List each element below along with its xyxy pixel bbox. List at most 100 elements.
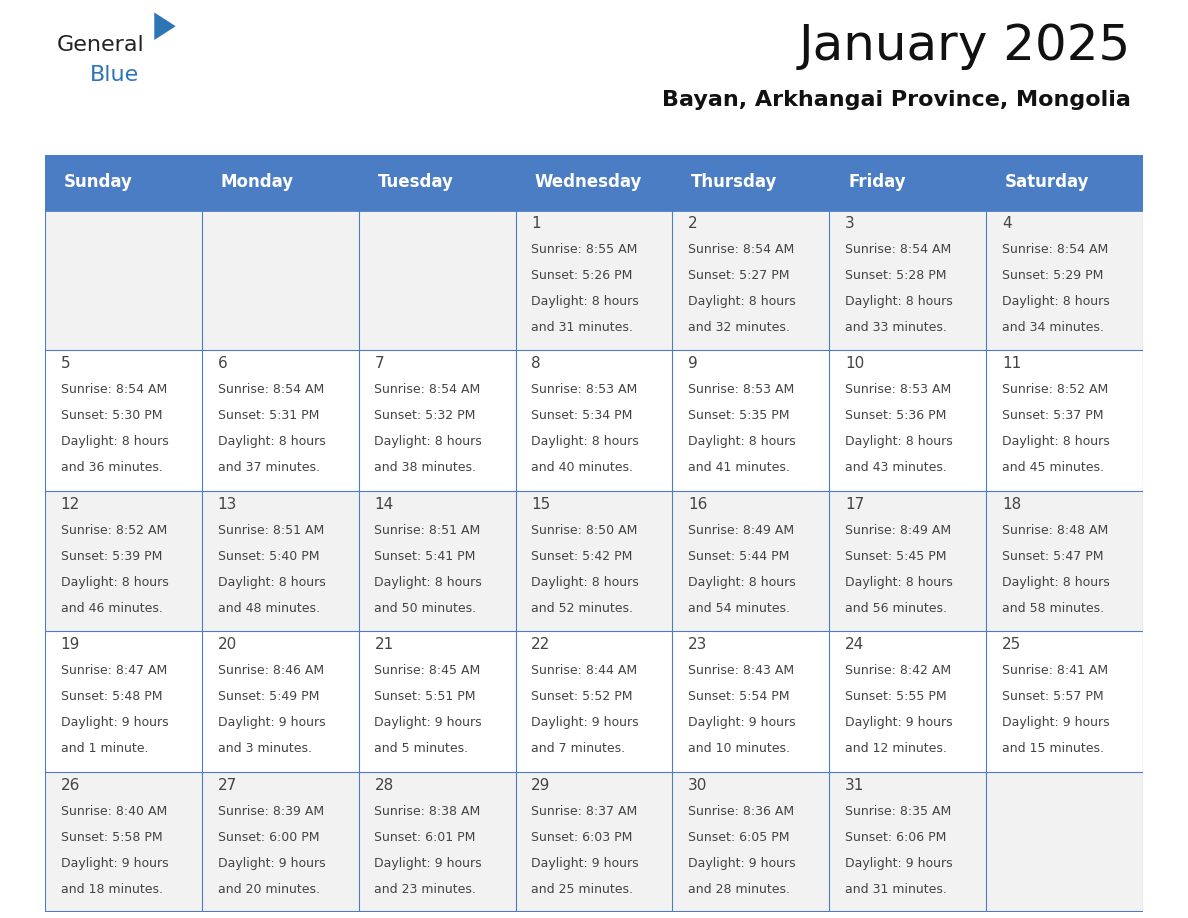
Text: Daylight: 8 hours: Daylight: 8 hours bbox=[374, 576, 482, 588]
Text: Sunrise: 8:35 AM: Sunrise: 8:35 AM bbox=[845, 805, 952, 818]
Bar bbox=[45, 155, 202, 209]
Text: Sunset: 5:55 PM: Sunset: 5:55 PM bbox=[845, 690, 947, 703]
Text: and 34 minutes.: and 34 minutes. bbox=[1001, 320, 1104, 334]
Bar bbox=[986, 771, 1143, 912]
Bar bbox=[516, 490, 672, 631]
Bar bbox=[672, 490, 829, 631]
Bar bbox=[829, 631, 986, 771]
Text: Daylight: 8 hours: Daylight: 8 hours bbox=[217, 576, 326, 588]
Text: 30: 30 bbox=[688, 778, 708, 792]
Text: Sunrise: 8:46 AM: Sunrise: 8:46 AM bbox=[217, 665, 323, 677]
Text: Sunrise: 8:53 AM: Sunrise: 8:53 AM bbox=[688, 384, 795, 397]
Text: Daylight: 8 hours: Daylight: 8 hours bbox=[845, 295, 953, 308]
Text: and 37 minutes.: and 37 minutes. bbox=[217, 462, 320, 475]
Text: 8: 8 bbox=[531, 356, 541, 371]
Text: Daylight: 9 hours: Daylight: 9 hours bbox=[374, 716, 482, 729]
Bar bbox=[45, 631, 202, 771]
Text: Sunrise: 8:54 AM: Sunrise: 8:54 AM bbox=[845, 243, 952, 256]
Text: Sunset: 5:36 PM: Sunset: 5:36 PM bbox=[845, 409, 947, 422]
Text: 16: 16 bbox=[688, 497, 708, 511]
Text: Sunrise: 8:54 AM: Sunrise: 8:54 AM bbox=[61, 384, 168, 397]
Text: Sunrise: 8:52 AM: Sunrise: 8:52 AM bbox=[1001, 384, 1108, 397]
Bar bbox=[516, 155, 672, 209]
Text: 28: 28 bbox=[374, 778, 393, 792]
Text: Sunrise: 8:54 AM: Sunrise: 8:54 AM bbox=[217, 384, 324, 397]
Text: and 45 minutes.: and 45 minutes. bbox=[1001, 462, 1104, 475]
Text: Daylight: 9 hours: Daylight: 9 hours bbox=[61, 716, 169, 729]
Text: 29: 29 bbox=[531, 778, 550, 792]
Text: and 7 minutes.: and 7 minutes. bbox=[531, 743, 625, 756]
Text: Daylight: 9 hours: Daylight: 9 hours bbox=[217, 856, 326, 870]
Text: Sunrise: 8:51 AM: Sunrise: 8:51 AM bbox=[374, 524, 481, 537]
Text: 12: 12 bbox=[61, 497, 80, 511]
Text: 14: 14 bbox=[374, 497, 393, 511]
Bar bbox=[986, 209, 1143, 350]
Text: 26: 26 bbox=[61, 778, 80, 792]
Bar bbox=[829, 350, 986, 490]
Text: and 23 minutes.: and 23 minutes. bbox=[374, 883, 476, 896]
Text: 10: 10 bbox=[845, 356, 864, 371]
Text: 3: 3 bbox=[845, 216, 854, 230]
Text: Sunset: 5:44 PM: Sunset: 5:44 PM bbox=[688, 550, 790, 563]
Text: Daylight: 9 hours: Daylight: 9 hours bbox=[531, 856, 639, 870]
Text: 1: 1 bbox=[531, 216, 541, 230]
Text: Sunset: 5:26 PM: Sunset: 5:26 PM bbox=[531, 269, 633, 282]
Text: Sunset: 5:41 PM: Sunset: 5:41 PM bbox=[374, 550, 475, 563]
Text: Daylight: 9 hours: Daylight: 9 hours bbox=[374, 856, 482, 870]
Bar bbox=[202, 155, 359, 209]
Text: 18: 18 bbox=[1001, 497, 1020, 511]
Text: Sunrise: 8:37 AM: Sunrise: 8:37 AM bbox=[531, 805, 638, 818]
Text: 2: 2 bbox=[688, 216, 697, 230]
Text: Sunset: 5:35 PM: Sunset: 5:35 PM bbox=[688, 409, 790, 422]
Text: Sunset: 5:51 PM: Sunset: 5:51 PM bbox=[374, 690, 476, 703]
Text: 6: 6 bbox=[217, 356, 227, 371]
Text: Daylight: 9 hours: Daylight: 9 hours bbox=[688, 716, 796, 729]
Text: Sunrise: 8:40 AM: Sunrise: 8:40 AM bbox=[61, 805, 168, 818]
Text: Sunrise: 8:54 AM: Sunrise: 8:54 AM bbox=[688, 243, 795, 256]
Text: General: General bbox=[57, 35, 145, 55]
Text: and 32 minutes.: and 32 minutes. bbox=[688, 320, 790, 334]
Text: Sunset: 5:52 PM: Sunset: 5:52 PM bbox=[531, 690, 633, 703]
Text: 11: 11 bbox=[1001, 356, 1020, 371]
Bar bbox=[516, 631, 672, 771]
Text: Sunrise: 8:43 AM: Sunrise: 8:43 AM bbox=[688, 665, 795, 677]
Text: Sunrise: 8:44 AM: Sunrise: 8:44 AM bbox=[531, 665, 638, 677]
Text: January 2025: January 2025 bbox=[798, 22, 1131, 70]
Text: Sunset: 5:31 PM: Sunset: 5:31 PM bbox=[217, 409, 318, 422]
Bar bbox=[359, 771, 516, 912]
Text: Sunset: 5:37 PM: Sunset: 5:37 PM bbox=[1001, 409, 1104, 422]
Text: Monday: Monday bbox=[221, 174, 293, 191]
Text: and 31 minutes.: and 31 minutes. bbox=[531, 320, 633, 334]
Bar bbox=[986, 490, 1143, 631]
Text: and 25 minutes.: and 25 minutes. bbox=[531, 883, 633, 896]
Text: Daylight: 9 hours: Daylight: 9 hours bbox=[61, 856, 169, 870]
Text: Sunrise: 8:54 AM: Sunrise: 8:54 AM bbox=[1001, 243, 1108, 256]
Text: Sunset: 6:05 PM: Sunset: 6:05 PM bbox=[688, 831, 790, 844]
Text: Sunset: 6:01 PM: Sunset: 6:01 PM bbox=[374, 831, 475, 844]
Text: and 48 minutes.: and 48 minutes. bbox=[217, 602, 320, 615]
Text: 7: 7 bbox=[374, 356, 384, 371]
Text: Sunrise: 8:52 AM: Sunrise: 8:52 AM bbox=[61, 524, 168, 537]
Text: Daylight: 8 hours: Daylight: 8 hours bbox=[531, 295, 639, 308]
Text: Tuesday: Tuesday bbox=[378, 174, 454, 191]
Text: Daylight: 8 hours: Daylight: 8 hours bbox=[374, 435, 482, 448]
Text: Sunset: 5:48 PM: Sunset: 5:48 PM bbox=[61, 690, 163, 703]
Text: Sunrise: 8:54 AM: Sunrise: 8:54 AM bbox=[374, 384, 481, 397]
Bar bbox=[829, 771, 986, 912]
Text: Wednesday: Wednesday bbox=[535, 174, 642, 191]
Bar bbox=[202, 490, 359, 631]
Text: 27: 27 bbox=[217, 778, 236, 792]
Bar bbox=[202, 350, 359, 490]
Text: Sunrise: 8:36 AM: Sunrise: 8:36 AM bbox=[688, 805, 795, 818]
Text: Sunset: 5:27 PM: Sunset: 5:27 PM bbox=[688, 269, 790, 282]
Text: and 28 minutes.: and 28 minutes. bbox=[688, 883, 790, 896]
Text: and 36 minutes.: and 36 minutes. bbox=[61, 462, 163, 475]
Text: and 33 minutes.: and 33 minutes. bbox=[845, 320, 947, 334]
Text: Sunrise: 8:42 AM: Sunrise: 8:42 AM bbox=[845, 665, 952, 677]
Text: and 1 minute.: and 1 minute. bbox=[61, 743, 148, 756]
Text: Daylight: 8 hours: Daylight: 8 hours bbox=[61, 576, 169, 588]
Text: Sunset: 5:57 PM: Sunset: 5:57 PM bbox=[1001, 690, 1104, 703]
Text: Sunrise: 8:38 AM: Sunrise: 8:38 AM bbox=[374, 805, 481, 818]
Bar bbox=[516, 350, 672, 490]
Bar bbox=[516, 771, 672, 912]
